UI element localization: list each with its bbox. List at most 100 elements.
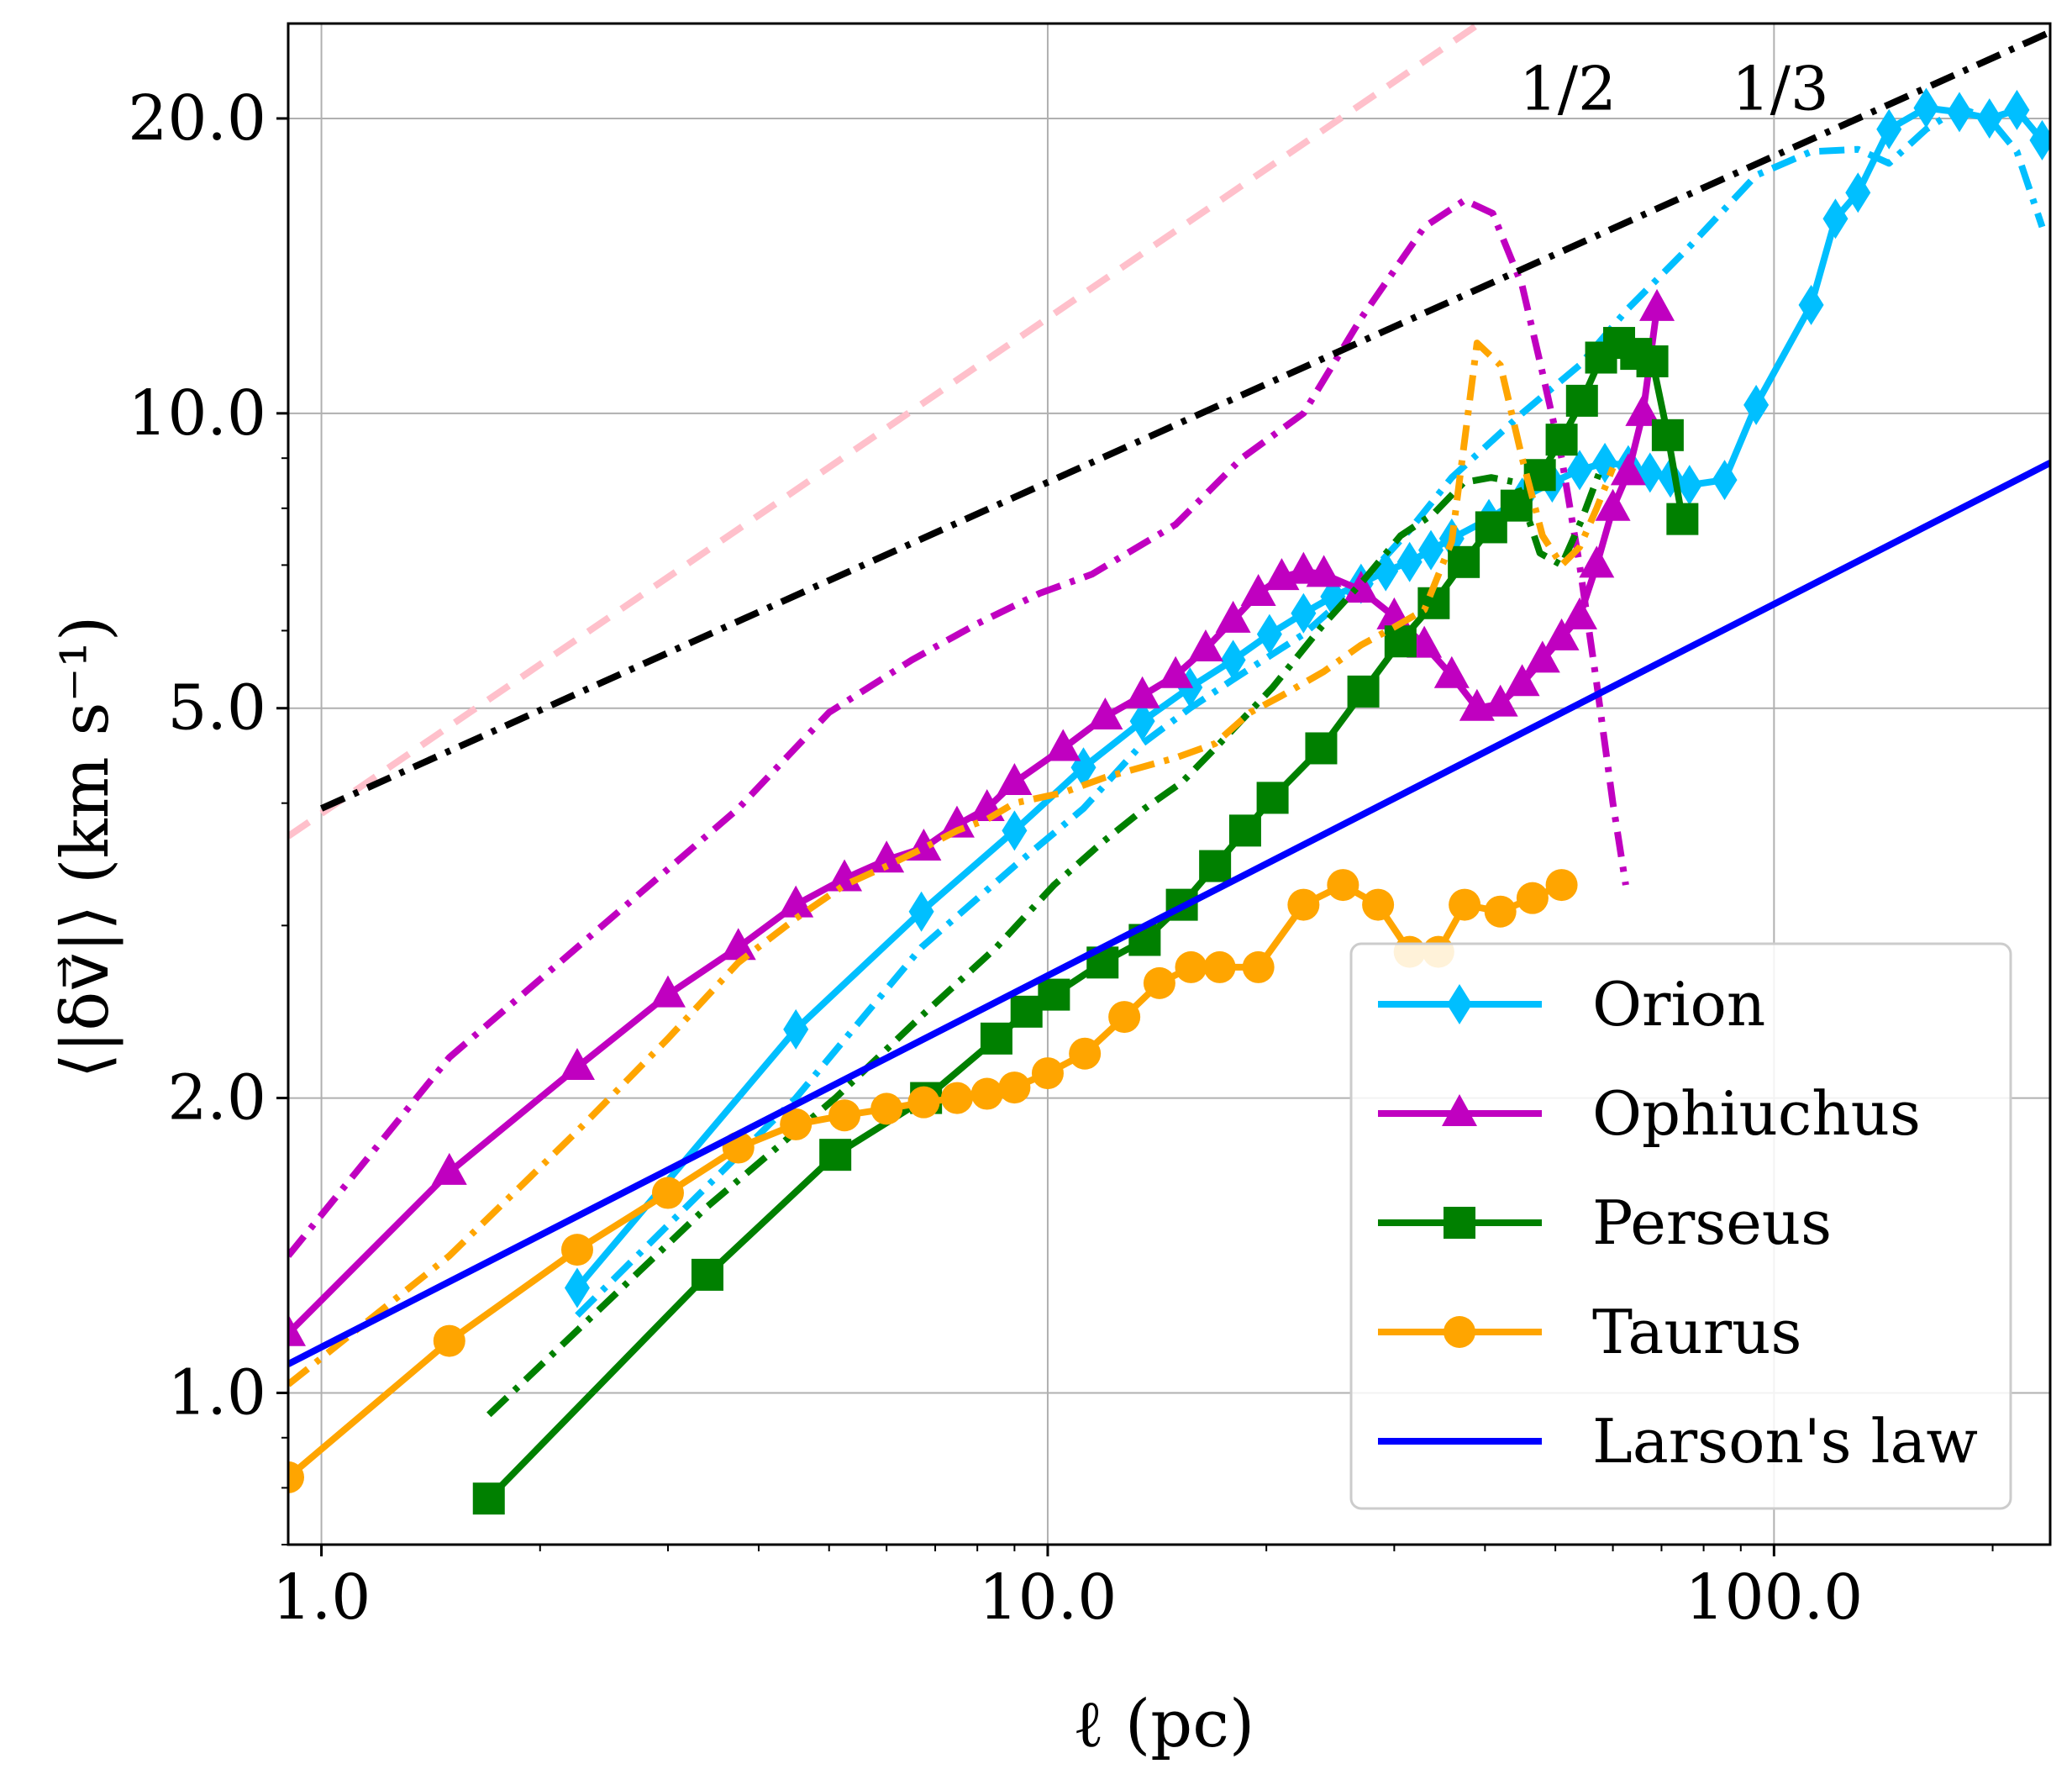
data-point-taurus — [1327, 869, 1359, 902]
data-point-taurus — [907, 1086, 940, 1119]
series-line-orion-dash-dot — [575, 104, 2046, 1319]
data-point-ophiuchus — [869, 840, 905, 873]
data-point-orion — [1567, 450, 1593, 491]
data-point-ophiuchus — [1504, 664, 1540, 697]
y-tick-label: 1.0 — [167, 1356, 266, 1429]
legend-entries: Orion Ophiuchus Perseus Taurus Larson's law — [1378, 969, 1978, 1477]
data-point-perseus — [1384, 625, 1417, 658]
data-point-taurus — [288, 1461, 304, 1493]
data-point-ophiuchus — [1124, 676, 1160, 708]
legend-entry-ophiuchus: Ophiuchus — [1378, 1078, 1921, 1149]
data-point-ophiuchus — [939, 805, 975, 838]
legend-label-taurus: Taurus — [1592, 1297, 1801, 1367]
data-point-taurus — [1069, 1037, 1102, 1070]
data-point-taurus — [1545, 869, 1578, 902]
data-point-orion — [1373, 550, 1399, 592]
data-point-taurus — [1108, 1001, 1141, 1034]
legend-label-orion: Orion — [1592, 969, 1765, 1040]
legend: Orion Ophiuchus Perseus Taurus Larson's law — [1349, 942, 2012, 1510]
data-point-ophiuchus — [1240, 574, 1276, 607]
data-point-orion — [1396, 541, 1423, 582]
legend-marker-ophiuchus — [1442, 1094, 1477, 1126]
data-point-ophiuchus — [431, 1152, 467, 1185]
data-point-orion — [1712, 460, 1738, 501]
data-point-orion — [1676, 465, 1702, 506]
data-point-ophiuchus — [1343, 571, 1379, 603]
data-point-orion — [1256, 613, 1282, 655]
data-point-orion — [1798, 284, 1824, 325]
data-point-taurus — [651, 1177, 684, 1209]
data-point-ophiuchus — [1579, 545, 1615, 578]
data-point-perseus — [1666, 503, 1699, 535]
data-point-orion — [1418, 529, 1444, 571]
series-ophiuchus — [288, 288, 1675, 1346]
y-tick-label: 10.0 — [128, 377, 266, 450]
data-point-perseus — [472, 1482, 505, 1515]
data-point-perseus — [1651, 419, 1684, 451]
data-point-taurus — [1175, 950, 1207, 983]
data-point-ophiuchus — [1087, 697, 1123, 729]
legend-label-perseus: Perseus — [1592, 1187, 1832, 1258]
data-point-perseus — [1347, 675, 1380, 708]
data-point-taurus — [780, 1108, 812, 1140]
data-point-ophiuchus — [1215, 600, 1251, 633]
data-point-orion — [2004, 89, 2030, 130]
annotation-third-slope: 1/3 — [1732, 53, 1829, 124]
data-point-taurus — [970, 1077, 1003, 1110]
axes: 1.0 10.0 100.0 1.0 2.0 5.0 10.0 20.0 — [128, 22, 2052, 1634]
data-point-orion — [908, 891, 934, 932]
data-point-perseus — [1199, 850, 1232, 882]
legend-label-larson-s-law: Larson's law — [1592, 1406, 1978, 1477]
data-point-perseus — [980, 1022, 1012, 1055]
series-line-slope-1-3 — [319, 29, 2050, 812]
data-point-orion — [1129, 701, 1155, 742]
legend-box — [1349, 942, 2012, 1510]
data-point-taurus — [1362, 888, 1395, 921]
data-point-taurus — [433, 1324, 465, 1357]
data-point-ophiuchus — [1306, 555, 1342, 587]
data-point-perseus — [1038, 978, 1070, 1011]
series-line-ophiuchus-dash-dot — [288, 197, 1629, 1258]
data-point-ophiuchus — [1482, 684, 1518, 717]
data-point-ophiuchus — [997, 762, 1033, 795]
series-line-perseus-dash-dot — [486, 466, 1605, 1418]
data-point-orion — [1743, 384, 1770, 425]
series-taurus-dash-dot — [288, 340, 1617, 1387]
data-point-perseus — [1010, 995, 1043, 1028]
data-point-taurus — [998, 1071, 1031, 1104]
data-point-taurus — [1516, 882, 1549, 914]
series-perseus-dash-dot — [486, 466, 1605, 1418]
data-point-ophiuchus — [559, 1047, 595, 1080]
data-point-orion — [1002, 810, 1028, 851]
data-point-taurus — [1143, 966, 1175, 999]
data-point-ophiuchus — [288, 1314, 306, 1346]
data-point-ophiuchus — [778, 885, 814, 918]
legend-entry-orion: Orion — [1378, 969, 1765, 1040]
y-axis-label: ⟨|δv⃗|⟩ (km s⁻¹) — [48, 616, 124, 1079]
data-point-ophiuchus — [1610, 453, 1646, 486]
y-tick-label: 2.0 — [167, 1062, 266, 1135]
data-point-taurus — [828, 1099, 861, 1132]
data-point-orion — [1220, 640, 1246, 681]
data-point-perseus — [1228, 814, 1261, 847]
legend-entry-larson-s-law: Larson's law — [1378, 1406, 1978, 1477]
y-tick-label: 5.0 — [167, 672, 266, 745]
data-point-perseus — [1448, 545, 1480, 578]
data-point-perseus — [1545, 424, 1578, 456]
data-point-perseus — [691, 1258, 723, 1291]
series-line-larson-s-law — [288, 460, 2050, 1367]
data-point-taurus — [1203, 950, 1236, 983]
data-point-ophiuchus — [1524, 640, 1560, 673]
x-tick-label: 10.0 — [979, 1561, 1118, 1634]
data-point-orion — [1845, 172, 1871, 213]
data-point-perseus — [1256, 782, 1289, 814]
series-larson-s-law — [288, 460, 2050, 1367]
series-taurus — [288, 869, 1578, 1493]
data-point-perseus — [819, 1139, 852, 1171]
series-ophiuchus-dash-dot — [288, 197, 1629, 1258]
data-point-perseus — [1565, 384, 1598, 417]
data-point-perseus — [1636, 345, 1669, 377]
data-point-orion — [783, 1008, 809, 1050]
series-layer — [288, 24, 2050, 1515]
